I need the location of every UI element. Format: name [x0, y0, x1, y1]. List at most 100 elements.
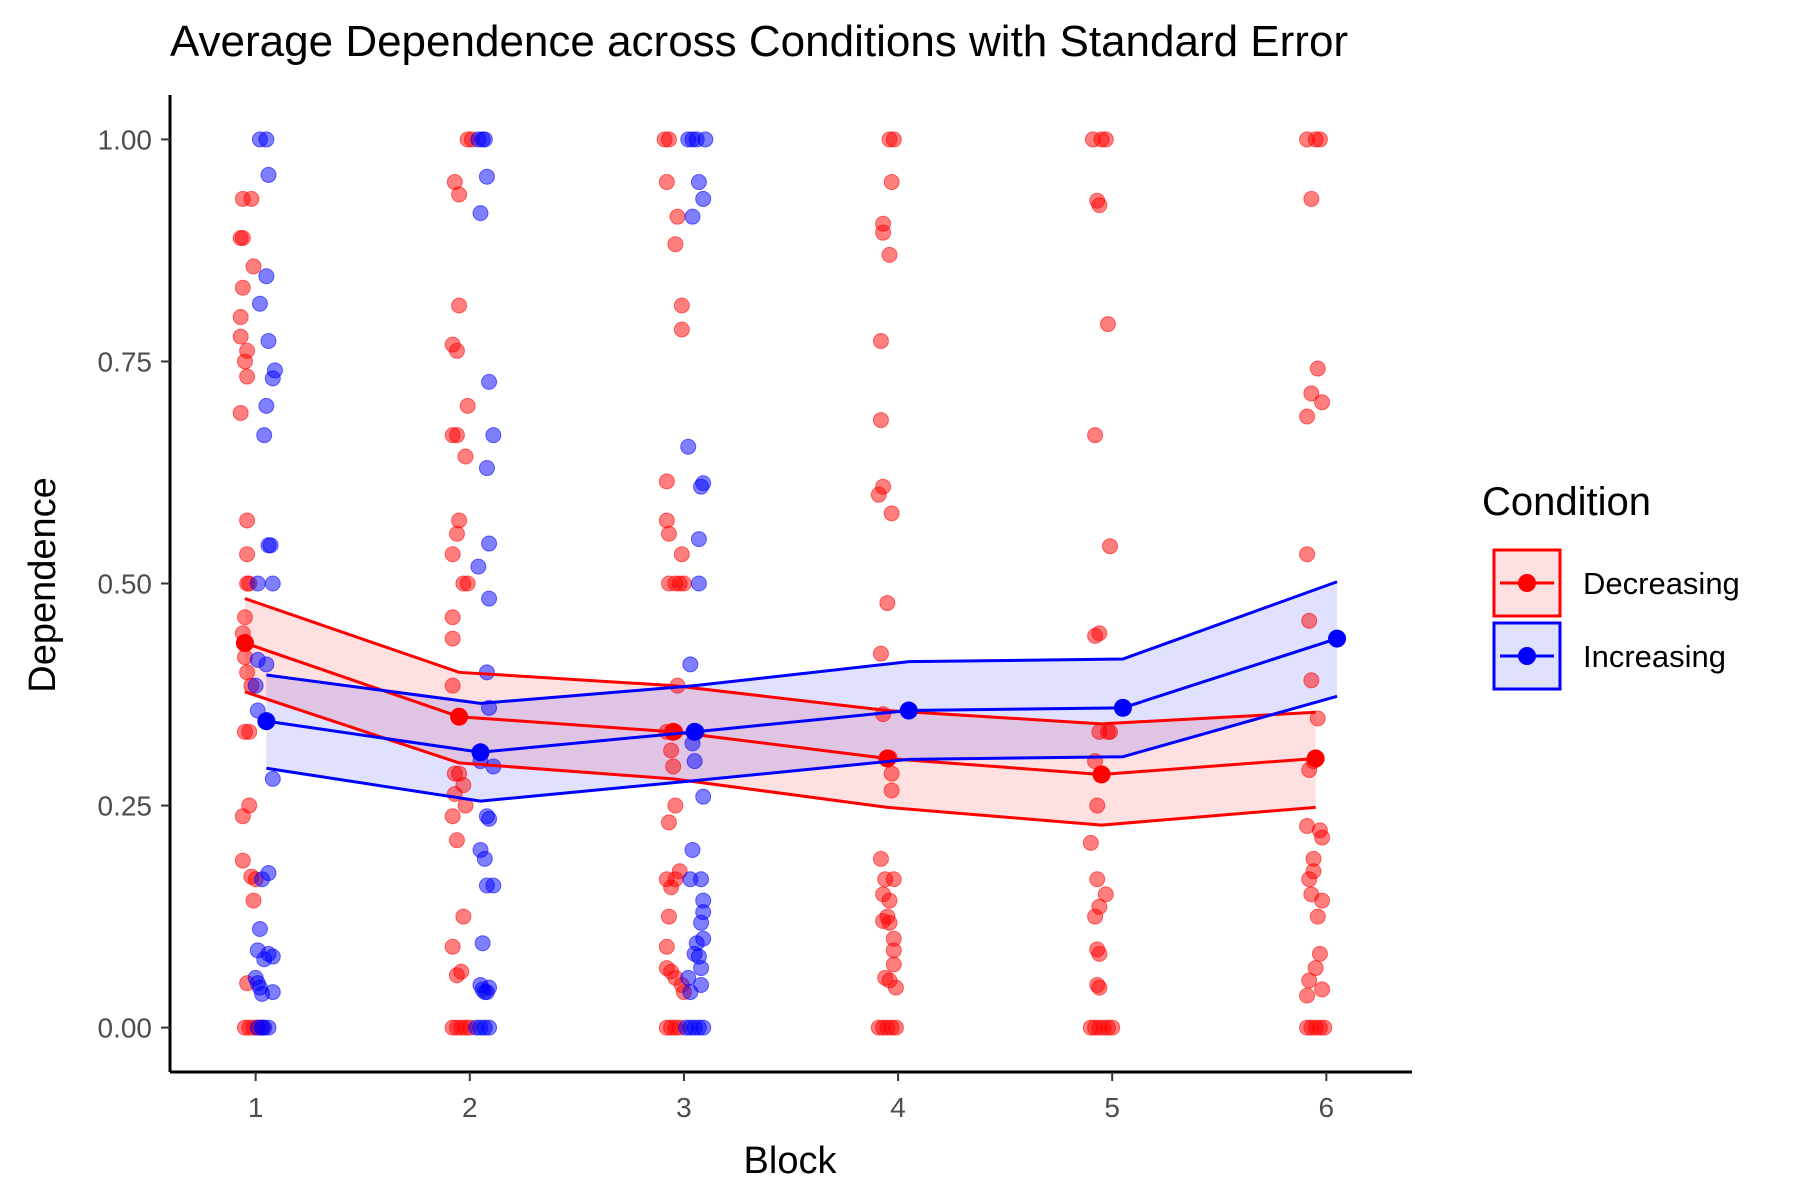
increasing-raw-point [249, 575, 266, 592]
increasing-raw-point [695, 930, 712, 947]
increasing-raw-point [481, 590, 498, 607]
increasing-raw-point [684, 841, 701, 858]
decreasing-raw-point [667, 236, 684, 253]
decreasing-raw-point [444, 609, 461, 626]
decreasing-raw-point [1091, 945, 1108, 962]
increasing-raw-point [472, 205, 489, 222]
decreasing-raw-point [1309, 710, 1326, 727]
decreasing-raw-point [872, 645, 889, 662]
decreasing-raw-point [885, 956, 902, 973]
decreasing-raw-point [448, 342, 465, 359]
increasing-raw-point [258, 268, 275, 285]
decreasing-raw-point [1311, 945, 1328, 962]
increasing-raw-point [682, 984, 699, 1001]
increasing-raw-point [682, 656, 699, 673]
y-tick-label: 0.25 [98, 791, 153, 822]
decreasing-raw-point [1314, 829, 1331, 846]
decreasing-raw-point [1089, 797, 1106, 814]
decreasing-raw-point [1314, 981, 1331, 998]
decreasing-raw-point [667, 871, 684, 888]
decreasing-legend-label: Decreasing [1583, 566, 1740, 601]
decreasing-raw-point [1087, 908, 1104, 925]
decreasing-raw-point [1301, 972, 1318, 989]
decreasing-se-ribbon [244, 598, 1316, 826]
legend-title: Condition [1482, 480, 1651, 524]
decreasing-raw-point [660, 814, 677, 831]
increasing-mean-line [266, 637, 1338, 754]
decreasing-raw-point [881, 914, 898, 931]
decreasing-raw-point [673, 546, 690, 563]
decreasing-mean-point [664, 722, 683, 741]
increasing-raw-point [686, 945, 703, 962]
decreasing-raw-point [1097, 886, 1114, 903]
decreasing-raw-point [451, 186, 468, 203]
increasing-raw-point [690, 575, 707, 592]
increasing-mean-point [471, 743, 490, 762]
decreasing-raw-point [448, 967, 465, 984]
decreasing-raw-point [243, 190, 260, 207]
increasing-raw-point [697, 131, 714, 148]
increasing-raw-point [693, 914, 710, 931]
decreasing-raw-point [883, 765, 900, 782]
increasing-raw-point [481, 535, 498, 552]
increasing-raw-point [695, 190, 712, 207]
increasing-raw-point [485, 877, 502, 894]
x-tick-label: 4 [890, 1092, 906, 1123]
increasing-raw-point [690, 174, 707, 191]
decreasing-raw-point [1082, 834, 1099, 851]
increasing-raw-point [264, 948, 281, 965]
decreasing-mean-point [1092, 765, 1111, 784]
increasing-raw-point [260, 333, 277, 350]
decreasing-raw-point [1091, 979, 1108, 996]
y-tick-label: 0.75 [98, 346, 153, 377]
decreasing-mean-point [450, 707, 469, 726]
decreasing-raw-point [1311, 131, 1328, 148]
increasing-raw-point [695, 1019, 712, 1036]
decreasing-raw-point [658, 938, 675, 955]
increasing-raw-point [251, 921, 268, 938]
x-tick-label: 6 [1319, 1092, 1335, 1123]
decreasing-raw-point [1309, 908, 1326, 925]
increasing-raw-point [485, 427, 502, 444]
increasing-raw-point [254, 985, 271, 1002]
increasing-raw-point [258, 397, 275, 414]
decreasing-raw-point [885, 942, 902, 959]
y-tick-label: 1.00 [98, 124, 153, 155]
se-lines [235, 580, 1347, 827]
decreasing-raw-point [451, 512, 468, 529]
decreasing-raw-point [1097, 131, 1114, 148]
decreasing-raw-point [234, 279, 251, 296]
axes: 0.00 0.25 0.50 0.75 1.00 1 2 3 4 5 6 [98, 95, 1412, 1123]
increasing-legend-dot [1518, 647, 1536, 665]
decreasing-raw-point [1309, 360, 1326, 377]
increasing-raw-point [478, 460, 495, 477]
decreasing-raw-point [234, 852, 251, 869]
decreasing-raw-point [885, 131, 902, 148]
increasing-raw-point [264, 370, 281, 387]
decreasing-raw-point [239, 512, 256, 529]
decreasing-raw-point [459, 575, 476, 592]
decreasing-raw-point [883, 505, 900, 522]
decreasing-upper-se-line [244, 597, 1316, 726]
increasing-raw-point [258, 656, 275, 673]
decreasing-raw-point [675, 575, 692, 592]
decreasing-mean-point [878, 749, 897, 768]
increasing-raw-point [693, 478, 710, 495]
decreasing-raw-point [1299, 546, 1316, 563]
decreasing-raw-point [1299, 408, 1316, 425]
decreasing-raw-point [455, 908, 472, 925]
decreasing-raw-point [660, 131, 677, 148]
increasing-raw-point [260, 166, 277, 183]
increasing-raw-point [476, 131, 493, 148]
increasing-raw-point [693, 960, 710, 977]
decreasing-raw-point [232, 404, 249, 421]
y-tick-label: 0.00 [98, 1013, 153, 1044]
increasing-raw-point [264, 770, 281, 787]
x-tick-label: 5 [1104, 1092, 1120, 1123]
decreasing-raw-point [1307, 960, 1324, 977]
decreasing-raw-point [658, 473, 675, 490]
decreasing-raw-point [245, 258, 262, 275]
decreasing-raw-point [658, 512, 675, 529]
decreasing-raw-point [239, 664, 256, 681]
increasing-raw-point [262, 537, 279, 554]
